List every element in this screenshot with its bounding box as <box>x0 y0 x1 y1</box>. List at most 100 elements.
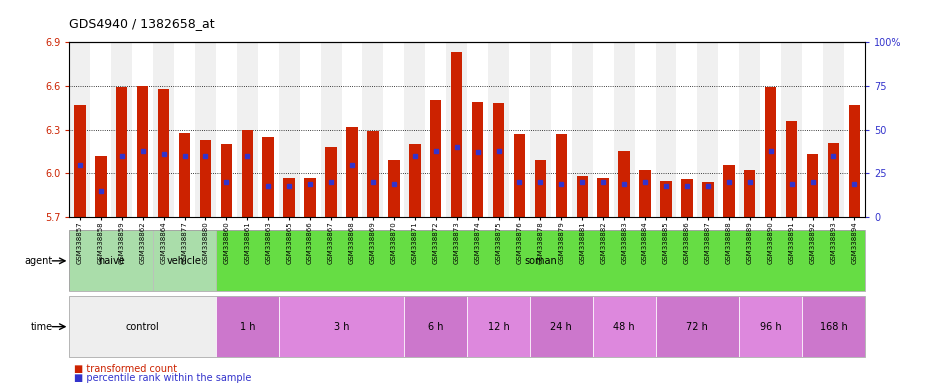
Bar <box>744 170 756 217</box>
Bar <box>237 42 258 217</box>
Bar <box>493 103 504 217</box>
Bar <box>467 42 488 217</box>
Bar <box>802 296 865 357</box>
Bar <box>781 42 802 217</box>
Bar <box>739 42 760 217</box>
Bar <box>346 127 358 217</box>
Text: control: control <box>126 322 159 332</box>
Bar <box>697 42 719 217</box>
Bar <box>844 42 865 217</box>
Text: ■ transformed count: ■ transformed count <box>74 364 177 374</box>
Bar <box>593 42 613 217</box>
Text: 72 h: 72 h <box>686 322 709 332</box>
Bar <box>765 88 776 217</box>
Text: 48 h: 48 h <box>613 322 635 332</box>
Text: naive: naive <box>98 256 125 266</box>
Bar <box>513 134 525 217</box>
Text: 1 h: 1 h <box>240 322 255 332</box>
Bar <box>656 42 676 217</box>
Text: 96 h: 96 h <box>759 322 782 332</box>
Bar <box>154 42 174 217</box>
Bar <box>154 230 216 291</box>
Bar <box>132 42 154 217</box>
Bar <box>216 296 278 357</box>
Bar <box>446 42 467 217</box>
Bar <box>676 42 697 217</box>
Text: 168 h: 168 h <box>820 322 847 332</box>
Bar <box>409 144 421 217</box>
Bar <box>95 156 106 217</box>
Bar <box>158 89 169 217</box>
Bar <box>258 42 278 217</box>
Bar <box>69 296 216 357</box>
Text: time: time <box>31 322 53 332</box>
Bar <box>828 143 839 217</box>
Bar <box>786 121 797 217</box>
Bar <box>551 42 572 217</box>
Bar <box>739 296 802 357</box>
Bar <box>450 53 462 217</box>
Bar <box>321 42 341 217</box>
Bar <box>341 42 363 217</box>
Bar <box>472 102 484 217</box>
Bar <box>509 42 530 217</box>
Bar <box>823 42 844 217</box>
Bar <box>576 176 588 217</box>
Bar <box>848 105 860 217</box>
Bar <box>681 179 693 217</box>
Bar <box>572 42 593 217</box>
Bar <box>488 42 509 217</box>
Bar <box>304 178 315 217</box>
Text: 3 h: 3 h <box>334 322 350 332</box>
Text: 6 h: 6 h <box>428 322 443 332</box>
Bar <box>635 42 656 217</box>
Bar <box>656 296 739 357</box>
Bar <box>111 42 132 217</box>
Text: vehicle: vehicle <box>167 256 202 266</box>
Bar <box>430 101 441 217</box>
Bar <box>639 170 651 217</box>
Text: agent: agent <box>24 256 53 266</box>
Bar <box>137 86 148 217</box>
Bar <box>702 182 713 217</box>
Bar <box>200 140 211 217</box>
Bar <box>660 180 672 217</box>
Bar <box>556 134 567 217</box>
Bar <box>598 178 609 217</box>
Bar <box>367 131 378 217</box>
Bar <box>404 296 467 357</box>
Bar <box>619 151 630 217</box>
Bar <box>719 42 739 217</box>
Text: soman: soman <box>524 256 557 266</box>
Bar <box>116 88 128 217</box>
Bar <box>802 42 823 217</box>
Bar <box>760 42 781 217</box>
Bar <box>467 296 530 357</box>
Bar <box>174 42 195 217</box>
Bar <box>216 230 865 291</box>
Bar <box>530 42 551 217</box>
Bar <box>530 296 593 357</box>
Bar <box>613 42 635 217</box>
Bar <box>195 42 216 217</box>
Bar <box>593 296 656 357</box>
Bar <box>216 42 237 217</box>
Bar <box>263 137 274 217</box>
Bar <box>388 160 400 217</box>
Text: GDS4940 / 1382658_at: GDS4940 / 1382658_at <box>69 17 215 30</box>
Bar <box>383 42 404 217</box>
Bar <box>326 147 337 217</box>
Text: 12 h: 12 h <box>487 322 510 332</box>
Bar <box>241 129 253 217</box>
Bar <box>535 160 546 217</box>
Bar <box>74 105 86 217</box>
Bar <box>363 42 383 217</box>
Bar <box>278 296 404 357</box>
Bar <box>404 42 426 217</box>
Text: ■ percentile rank within the sample: ■ percentile rank within the sample <box>74 373 252 383</box>
Bar <box>91 42 111 217</box>
Bar <box>221 144 232 217</box>
Bar <box>69 42 91 217</box>
Bar <box>300 42 321 217</box>
Bar <box>807 154 819 217</box>
